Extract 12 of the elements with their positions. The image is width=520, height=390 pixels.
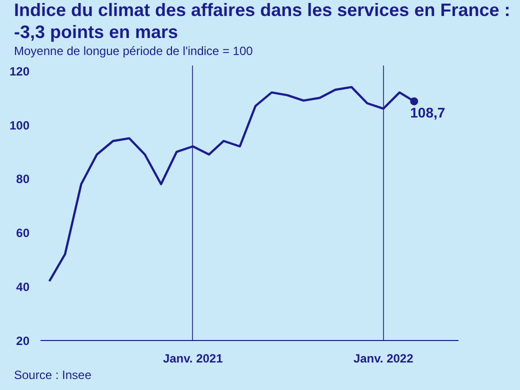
y-tick-label: 100 bbox=[9, 118, 30, 132]
data-label: 108,7 bbox=[410, 104, 446, 120]
y-tick-label: 60 bbox=[16, 226, 30, 240]
y-tick-label: 40 bbox=[16, 280, 30, 294]
y-tick-label: 120 bbox=[9, 64, 30, 78]
y-tick-label: 20 bbox=[16, 334, 30, 348]
x-tick-label: Janv. 2022 bbox=[353, 352, 414, 366]
source-note: Source : Insee bbox=[14, 368, 92, 382]
x-tick-label: Janv. 2021 bbox=[162, 352, 224, 366]
y-tick-label: 80 bbox=[16, 172, 30, 186]
chart-subtitle: Moyenne de longue période de l'indice = 100 bbox=[14, 44, 253, 58]
chart-title: Indice du climat des affaires dans les services en France : -3,3 points en mars bbox=[14, 0, 512, 44]
